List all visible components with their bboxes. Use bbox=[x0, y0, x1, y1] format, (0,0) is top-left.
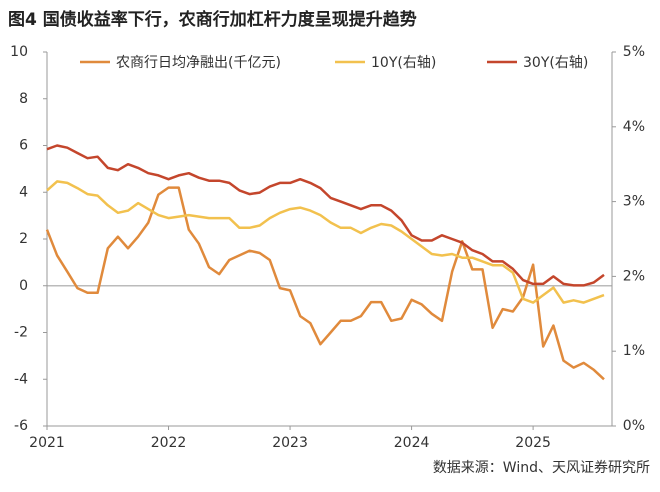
y-tick-label: 4 bbox=[19, 184, 28, 200]
series-line bbox=[46, 144, 605, 287]
x-tick-label: 2022 bbox=[151, 435, 187, 451]
series-line bbox=[46, 180, 605, 304]
legend-label: 10Y(右轴) bbox=[371, 55, 436, 71]
y-tick-label: 8 bbox=[19, 91, 28, 107]
y-tick-label: 10 bbox=[10, 44, 28, 60]
y2-tick-label: 2% bbox=[623, 268, 645, 284]
x-tick-label: 2024 bbox=[394, 435, 430, 451]
x-tick-label: 2021 bbox=[29, 435, 65, 451]
y2-tick-label: 0% bbox=[623, 418, 645, 434]
y-tick-label: 6 bbox=[19, 138, 28, 154]
y2-tick-label: 4% bbox=[623, 119, 645, 135]
y2-tick-label: 3% bbox=[623, 194, 645, 210]
y-tick-label: -4 bbox=[14, 371, 28, 387]
y2-tick-label: 1% bbox=[623, 343, 645, 359]
y-tick-label: -2 bbox=[14, 325, 28, 341]
legend-label: 30Y(右轴) bbox=[523, 55, 588, 71]
y-tick-label: 2 bbox=[19, 231, 28, 247]
y2-tick-label: 5% bbox=[623, 44, 645, 60]
x-tick-label: 2025 bbox=[515, 435, 551, 451]
series-line bbox=[45, 186, 605, 381]
y-tick-label: 0 bbox=[19, 278, 28, 294]
source-note: 数据来源：Wind、天风证券研究所 bbox=[433, 460, 650, 476]
x-tick-label: 2023 bbox=[272, 435, 308, 451]
y-tick-label: -6 bbox=[14, 418, 28, 434]
legend-label: 农商行日均净融出(千亿元) bbox=[116, 55, 281, 71]
chart-title: 图4 国债收益率下行，农商行加杠杆力度呈现提升趋势 bbox=[8, 9, 417, 30]
